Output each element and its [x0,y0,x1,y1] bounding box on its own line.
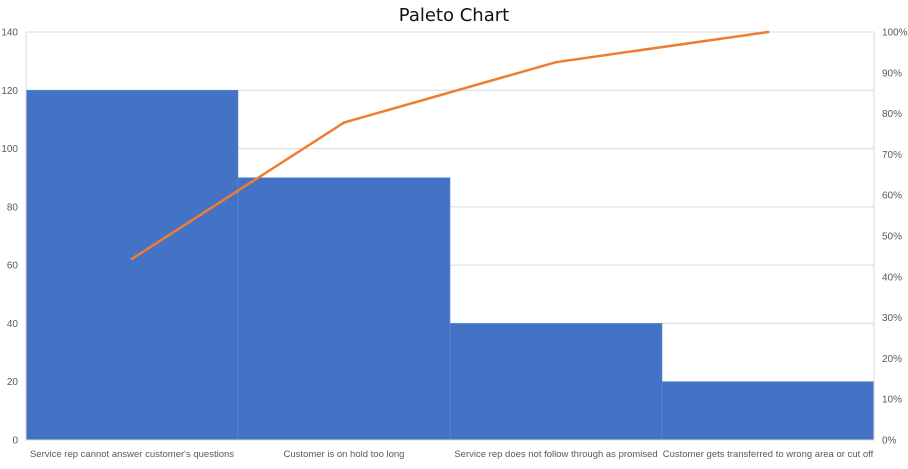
right-axis-tick-label: 40% [882,272,902,283]
left-axis-tick-label: 20 [7,377,19,388]
bar [661,381,875,441]
left-axis-tick-label: 60 [7,261,19,272]
cumulative-point [130,257,134,261]
left-axis-tick-label: 40 [7,319,19,330]
category-label: Service rep does not follow through as p… [454,449,657,460]
bar [237,177,451,441]
left-axis-tick-labels: 0 20 40 60 80 100 120 140 [1,28,18,447]
category-label: Service rep cannot answer customer's que… [30,449,234,460]
right-axis-tick-labels: 0% 10% 20% 30% 40% 50% 60% 70% 80% 90% 100% [882,28,908,447]
right-axis-tick-label: 30% [882,313,902,324]
cumulative-line [130,30,770,261]
bar [449,323,663,441]
axes [25,32,875,441]
right-axis-tick-label: 100% [882,28,908,39]
right-axis-tick-label: 50% [882,232,902,243]
left-axis-tick-label: 0 [12,436,18,447]
bar-series [25,89,875,441]
right-axis-tick-label: 60% [882,191,902,202]
cumulative-line-series [130,30,770,261]
cumulative-point [342,121,346,124]
right-axis-tick-label: 70% [882,150,902,161]
right-axis-tick-label: 20% [882,354,902,365]
cumulative-point [766,30,770,34]
left-axis-tick-label: 80 [7,202,19,213]
right-axis-tick-label: 90% [882,68,902,79]
left-axis-tick-label: 120 [1,86,18,97]
chart-title: Paleto Chart [398,5,510,26]
category-label: Customer is on hold too long [284,449,405,460]
category-axis-labels: Service rep cannot answer customer's que… [30,449,874,460]
left-axis-tick-label: 100 [1,144,18,155]
cumulative-point [554,60,558,64]
right-axis-tick-label: 0% [882,436,897,447]
right-axis-tick-label: 10% [882,395,902,406]
left-axis-tick-label: 140 [1,28,18,39]
right-axis-tick-label: 80% [882,109,902,120]
category-label: Customer gets transferred to wrong area … [663,449,874,460]
bar [25,89,239,441]
